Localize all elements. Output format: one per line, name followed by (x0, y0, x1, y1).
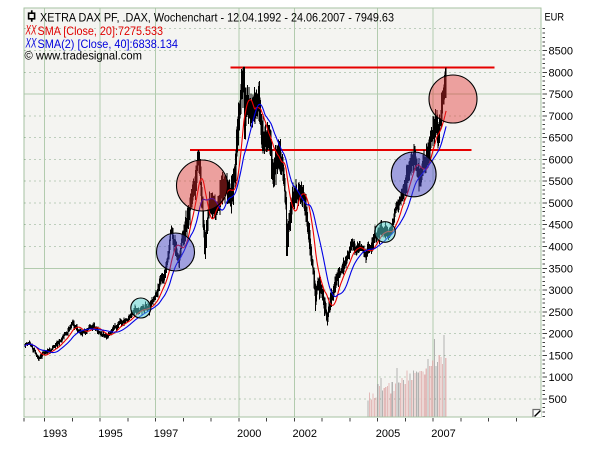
svg-text:2500: 2500 (549, 307, 573, 319)
svg-text:5000: 5000 (549, 198, 573, 210)
svg-text:EUR: EUR (545, 12, 565, 24)
svg-text:SMA [Close, 20]:7275.533: SMA [Close, 20]:7275.533 (38, 24, 164, 38)
svg-text:8000: 8000 (549, 67, 573, 79)
svg-text:6000: 6000 (549, 154, 573, 166)
svg-text:1993: 1993 (43, 428, 67, 440)
svg-text:© www.tradesignal.com: © www.tradesignal.com (25, 49, 143, 63)
svg-text:2000: 2000 (237, 428, 261, 440)
svg-text:2002: 2002 (293, 428, 317, 440)
svg-text:500: 500 (549, 394, 567, 406)
svg-text:7000: 7000 (549, 111, 573, 123)
svg-text:SMA(2) [Close, 40]:6838.134: SMA(2) [Close, 40]:6838.134 (38, 37, 179, 51)
svg-text:1997: 1997 (154, 428, 178, 440)
svg-text:7500: 7500 (549, 89, 573, 101)
svg-text:1995: 1995 (98, 428, 122, 440)
svg-text:XX: XX (25, 36, 37, 51)
svg-text:2007: 2007 (431, 428, 455, 440)
svg-text:1000: 1000 (549, 372, 573, 384)
svg-text:4000: 4000 (549, 242, 573, 254)
svg-text:3000: 3000 (549, 285, 573, 297)
svg-text:3500: 3500 (549, 263, 573, 275)
svg-text:1500: 1500 (549, 350, 573, 362)
svg-text:4500: 4500 (549, 220, 573, 232)
svg-text:2005: 2005 (376, 428, 400, 440)
svg-text:5500: 5500 (549, 176, 573, 188)
svg-text:XETRA DAX PF, .DAX, Wochenchar: XETRA DAX PF, .DAX, Wochenchart - 12.04.… (40, 11, 394, 25)
svg-text:6500: 6500 (549, 133, 573, 145)
svg-text:2000: 2000 (549, 329, 573, 341)
svg-text:8500: 8500 (549, 46, 573, 58)
svg-text:XX: XX (25, 23, 37, 38)
